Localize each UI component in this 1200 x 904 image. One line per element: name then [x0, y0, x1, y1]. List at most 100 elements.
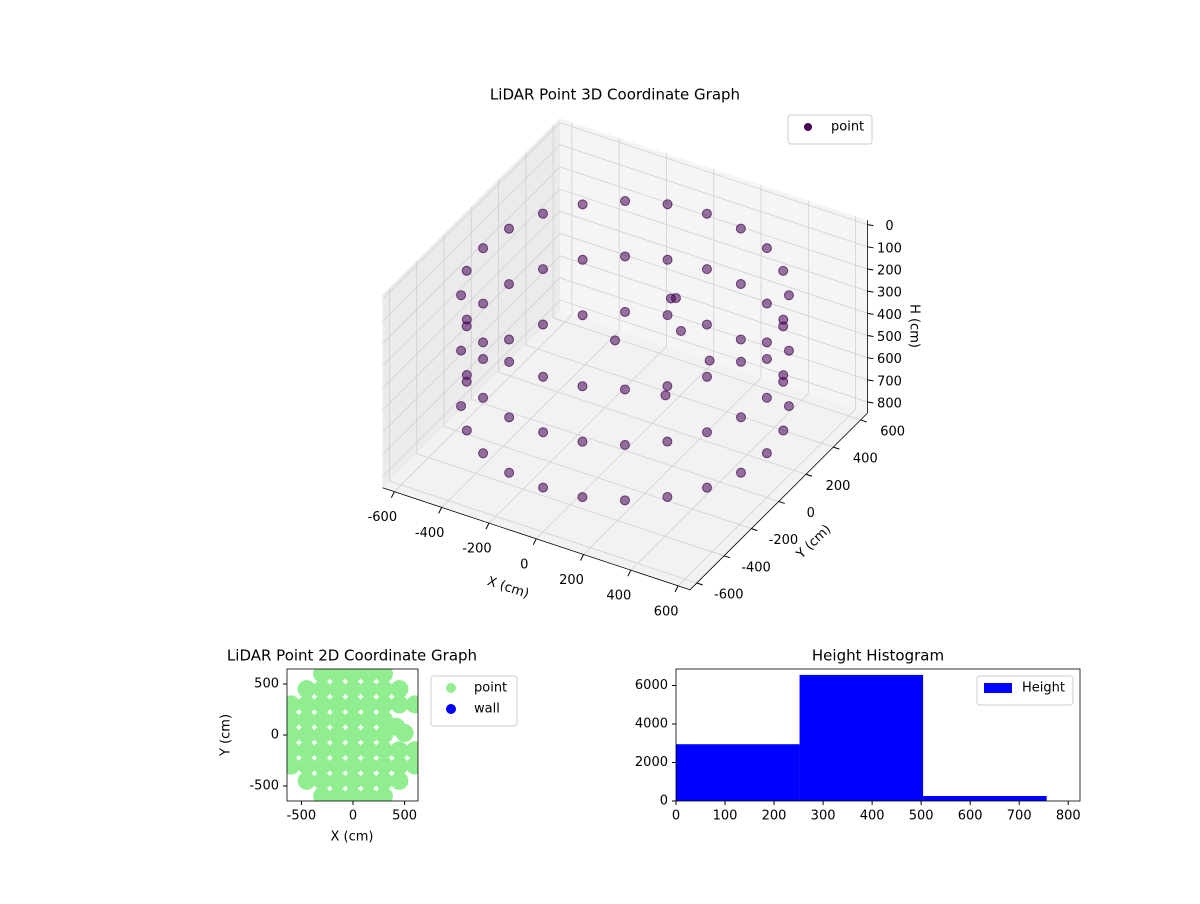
point [778, 321, 789, 332]
x-tick-label: 0 [672, 809, 680, 824]
point [390, 695, 409, 714]
point [344, 756, 363, 775]
point [328, 669, 347, 683]
point [478, 392, 489, 403]
chart-title: LiDAR Point 2D Coordinate Graph [227, 647, 477, 665]
y-tick-label: 2000 [635, 755, 668, 770]
point [783, 345, 794, 356]
point [359, 756, 378, 775]
point [701, 319, 712, 330]
point [461, 321, 472, 332]
point [537, 264, 548, 275]
z-tick-label: 300 [877, 286, 902, 301]
point [328, 787, 347, 801]
point [344, 771, 363, 790]
point [761, 353, 772, 364]
x-tick-label: 400 [606, 589, 631, 604]
point [783, 290, 794, 301]
legend-marker [446, 704, 456, 714]
tick-mark [867, 224, 874, 227]
point [761, 243, 772, 254]
point [456, 401, 467, 412]
point [374, 771, 393, 790]
y-tick-label: -200 [769, 533, 799, 548]
tick-mark [532, 538, 537, 546]
x-tick-label: -200 [462, 542, 492, 557]
grid-line [498, 179, 807, 475]
x-tick-label: 800 [1056, 809, 1081, 824]
legend-marker [446, 683, 456, 693]
grid-line [441, 137, 620, 508]
grid-line [382, 122, 868, 300]
point [538, 427, 549, 438]
tick-mark [867, 268, 874, 271]
point [328, 771, 347, 790]
point [359, 680, 378, 699]
y-tick-label: 4000 [635, 716, 668, 731]
point [577, 199, 588, 210]
point [374, 741, 393, 760]
tick-mark [627, 569, 632, 577]
point [390, 680, 409, 699]
point [456, 290, 467, 301]
point [504, 356, 515, 367]
tick-mark [867, 290, 874, 293]
point [405, 756, 418, 775]
y-axis-label: Y (cm) [219, 714, 234, 757]
tick-mark [778, 500, 785, 504]
z-tick-label: 200 [877, 263, 902, 278]
point [761, 448, 772, 459]
tick-mark [805, 473, 813, 477]
point [778, 376, 789, 387]
point [620, 196, 631, 207]
point [504, 412, 515, 423]
z-tick-label: 800 [877, 397, 902, 412]
point [619, 384, 630, 395]
grid-line [630, 200, 809, 571]
tick-mark [674, 585, 679, 593]
point [344, 695, 363, 714]
legend-label: point [474, 681, 507, 696]
point [478, 243, 489, 254]
point [735, 223, 746, 234]
point [313, 710, 332, 729]
point [577, 381, 588, 392]
chart-title: LiDAR Point 3D Coordinate Graph [490, 86, 740, 104]
tick-mark [696, 582, 703, 586]
point [577, 436, 588, 447]
grid-line [382, 299, 868, 477]
point [456, 345, 467, 356]
point [610, 335, 621, 346]
point [702, 482, 713, 493]
chart-title: Height Histogram [812, 647, 944, 665]
point [374, 695, 393, 714]
x-axis-line [382, 487, 691, 591]
point [665, 293, 676, 304]
grid-line [394, 122, 573, 492]
point [504, 279, 515, 290]
x-tick-label: 200 [559, 573, 584, 588]
point [359, 695, 378, 714]
point [297, 741, 316, 760]
point [359, 787, 378, 801]
tick-mark [867, 379, 874, 382]
point [390, 771, 409, 790]
point [344, 680, 363, 699]
point [374, 680, 393, 699]
point [374, 669, 393, 683]
legend-label: wall [474, 702, 500, 717]
point [761, 337, 772, 348]
z-tick-label: 0 [885, 219, 893, 234]
bar [799, 674, 924, 801]
legend-marker [984, 683, 1012, 693]
point [504, 467, 515, 478]
tick-mark [723, 555, 731, 559]
point [735, 279, 746, 290]
x-tick-label: 400 [860, 809, 885, 824]
grid-line [677, 216, 857, 587]
point [390, 741, 409, 760]
point [344, 741, 363, 760]
tick-mark [867, 357, 874, 360]
point [735, 334, 746, 345]
